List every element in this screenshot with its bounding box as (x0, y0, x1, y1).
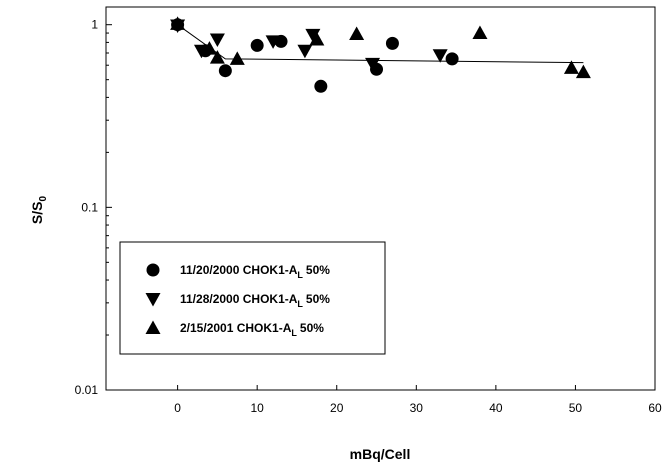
y-tick-label: 0.01 (75, 383, 99, 397)
legend-label-name: 11/20/2000 CHOK1-A (180, 263, 298, 277)
x-tick-label: 30 (410, 401, 424, 415)
legend-label-sub: L (291, 328, 297, 338)
legend-label: 2/15/2001 CHOK1-AL 50% (180, 321, 324, 338)
data-point (297, 44, 313, 59)
legend: 11/20/2000 CHOK1-AL 50%11/28/2000 CHOK1-A… (119, 241, 386, 355)
data-point (209, 33, 225, 47)
y-axis-ticks: 0.01 0.1 1 (75, 18, 112, 397)
data-point (218, 64, 232, 78)
y-tick-label: 0.1 (81, 200, 98, 214)
x-axis-title: mBq/Cell (350, 446, 411, 462)
data-point (445, 52, 459, 66)
legend-label-name: 2/15/2001 CHOK1-A (180, 321, 292, 335)
x-axis-ticks: 0 10 20 30 40 50 60 (174, 385, 662, 415)
data-point (349, 26, 365, 40)
data-point (305, 28, 321, 43)
data-point (193, 44, 209, 59)
data-point (250, 38, 264, 52)
legend-marker (146, 263, 160, 277)
data-point (209, 50, 225, 64)
legend-label: 11/20/2000 CHOK1-AL 50% (180, 263, 330, 280)
plot-frame (105, 6, 656, 391)
data-point (265, 35, 281, 49)
data-point (472, 25, 488, 40)
data-point (170, 16, 186, 30)
legend-label-sub: L (297, 270, 303, 280)
x-tick-label: 50 (569, 401, 583, 415)
data-point (229, 51, 245, 65)
y-tick-label: 1 (91, 18, 98, 32)
legend-label: 11/28/2000 CHOK1-AL 50% (180, 292, 330, 309)
legend-marker (145, 293, 161, 307)
legend-items: 11/20/2000 CHOK1-AL 50%11/28/2000 CHOK1-A… (145, 263, 330, 338)
data-point (432, 49, 448, 63)
fit-line (177, 24, 584, 64)
data-point (314, 79, 328, 93)
data-point (563, 60, 579, 74)
legend-box (119, 241, 386, 355)
data-point (575, 64, 591, 79)
data-point (385, 36, 399, 50)
data-point (309, 31, 325, 46)
y-axis-title-sub: 0 (38, 195, 49, 201)
legend-marker (145, 320, 161, 334)
legend-label-sub: L (297, 299, 303, 309)
legend-label-suffix: 50% (306, 292, 330, 306)
legend-label-suffix: 50% (306, 263, 330, 277)
data-points (170, 16, 591, 93)
data-point (365, 57, 381, 72)
data-point (201, 41, 217, 55)
y-axis-title-main: S/S (29, 201, 45, 224)
x-tick-label: 40 (489, 401, 503, 415)
x-tick-label: 60 (648, 401, 662, 415)
legend-label-name: 11/28/2000 CHOK1-A (180, 292, 298, 306)
x-tick-label: 10 (250, 401, 264, 415)
x-tick-label: 0 (174, 401, 181, 415)
y-axis-title: S/S0 (29, 195, 49, 224)
x-tick-label: 20 (330, 401, 344, 415)
legend-label-suffix: 50% (300, 321, 324, 335)
